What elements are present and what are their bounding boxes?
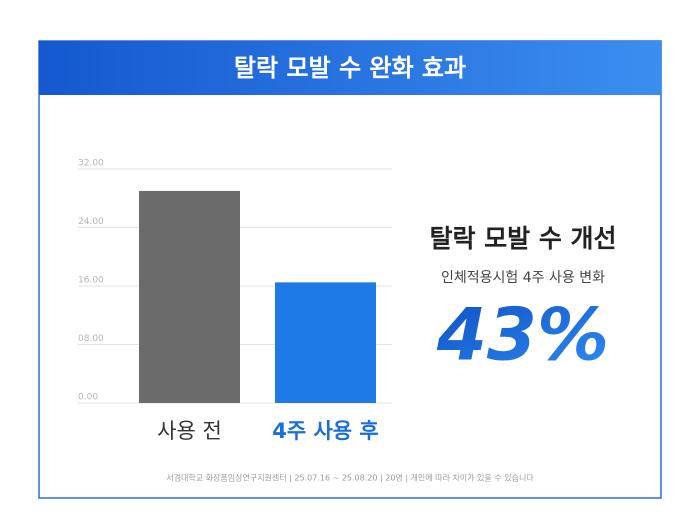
chart-title: 탈락 모발 수 완화 효과 (234, 54, 466, 82)
highlight-value: 43% (436, 293, 609, 377)
y-tick-label: 24.00 (78, 217, 104, 227)
footnote: 서경대학교 화장품임상연구지원센터 | 25.07.16 ~ 25.08.20 … (166, 473, 534, 483)
x-tick-label: 사용 전 (157, 419, 222, 443)
highlight-title: 탈락 모발 수 개선 (429, 224, 616, 253)
y-tick-label: 16.00 (78, 276, 104, 286)
bar (139, 190, 240, 403)
y-tick-label: 0.00 (78, 393, 98, 403)
highlight-subtitle: 인체적용시험 4주 사용 변화 (441, 270, 605, 286)
y-tick-label: 32.00 (78, 159, 104, 169)
bar (275, 282, 376, 403)
x-tick-label: 4주 사용 후 (272, 419, 379, 443)
header (39, 41, 661, 95)
y-tick-label: 08.00 (78, 334, 104, 344)
